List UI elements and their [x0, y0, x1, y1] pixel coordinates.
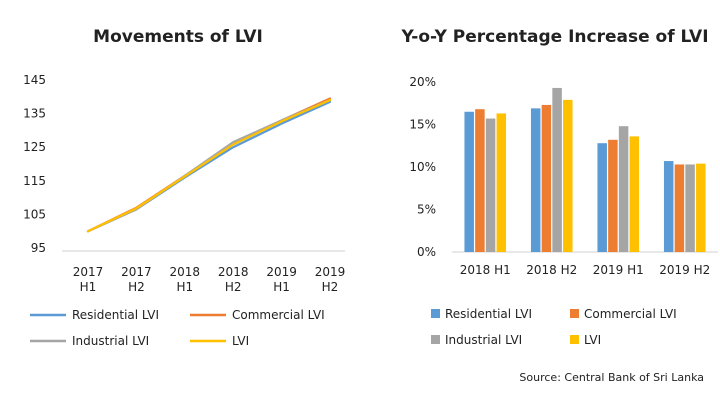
- bar-lvi: [563, 99, 573, 252]
- bar-chart-x-tick-label: 2018 H1: [460, 263, 511, 277]
- bar-chart-legend: Residential LVI Commercial LVI Industrial …: [431, 307, 677, 347]
- bar-chart-y-tick-label: 10%: [409, 160, 436, 174]
- line-chart-x-tick-label: 2019 H2: [315, 265, 346, 294]
- line-series-lvi: [86, 99, 332, 233]
- bar-legend-label: Residential LVI: [445, 307, 532, 321]
- bar-chart-y-tick-label: 15%: [409, 118, 436, 132]
- line-chart-legend: Residential LVI Commercial LVI Industrial …: [30, 308, 325, 348]
- line-series-industrial-lvi: [86, 99, 332, 233]
- bar-chart-y-tick-label: 0%: [417, 245, 436, 259]
- bar-chart-x-tick-label: 2018 H2: [526, 263, 577, 277]
- bar-legend-swatch: [431, 335, 440, 344]
- line-legend-label: Industrial LVI: [72, 334, 149, 348]
- bar-residential-lvi: [597, 143, 607, 252]
- line-chart-x-tick-label: 2017 H2: [121, 265, 152, 294]
- line-chart-x-tick-label: 2018 H1: [170, 265, 201, 294]
- bar-chart-y-axis: 0% 5% 10% 15% 20%: [409, 75, 436, 259]
- bar-lvi: [629, 136, 640, 252]
- bar-chart: Y-o-Y Percentage Increase of LVI 0% 5% 10%…: [400, 27, 718, 347]
- source-note: Source: Central Bank of Sri Lanka: [519, 371, 704, 384]
- line-chart-y-axis: 95 105 115 125 135 145: [23, 73, 46, 255]
- bar-legend-label: LVI: [584, 333, 601, 347]
- line-chart-y-tick-label: 95: [31, 241, 46, 255]
- line-chart-y-tick-label: 125: [23, 140, 46, 154]
- bar-commercial-lvi: [608, 139, 618, 252]
- bar-industrial-lvi: [485, 118, 496, 252]
- bar-chart-x-tick-label: 2019 H1: [593, 263, 644, 277]
- bar-residential-lvi: [530, 108, 541, 252]
- bar-commercial-lvi: [541, 104, 552, 252]
- bar-legend-label: Commercial LVI: [584, 307, 677, 321]
- bar-chart-y-tick-label: 20%: [409, 75, 436, 89]
- line-legend-label: Residential LVI: [72, 308, 159, 322]
- line-chart-y-tick-label: 105: [23, 207, 46, 221]
- line-legend-label: Commercial LVI: [232, 308, 325, 322]
- line-chart: Movements of LVI 95 105 115 125 135 145 2017 H…: [23, 27, 345, 348]
- bar-industrial-lvi: [552, 87, 562, 252]
- bar-commercial-lvi: [475, 109, 485, 252]
- bar-lvi: [696, 163, 706, 252]
- bar-lvi: [496, 113, 507, 252]
- line-chart-x-tick-label: 2018 H2: [218, 265, 249, 294]
- bar-industrial-lvi: [685, 164, 695, 252]
- line-chart-x-tick-label: 2019 H1: [266, 265, 297, 294]
- line-chart-y-tick-label: 135: [23, 107, 46, 121]
- line-legend-label: LVI: [232, 334, 249, 348]
- bar-legend-swatch: [431, 309, 440, 318]
- bar-legend-label: Industrial LVI: [445, 333, 522, 347]
- bar-industrial-lvi: [618, 126, 629, 252]
- bar-chart-x-tick-label: 2019 H2: [659, 263, 710, 277]
- bar-residential-lvi: [464, 111, 474, 252]
- bar-residential-lvi: [663, 161, 674, 252]
- line-chart-y-tick-label: 115: [23, 174, 46, 188]
- bar-chart-y-tick-label: 5%: [417, 203, 436, 217]
- bar-chart-bars: [464, 87, 706, 252]
- bar-chart-title: Y-o-Y Percentage Increase of LVI: [400, 27, 708, 47]
- line-chart-series: [86, 97, 332, 233]
- bar-legend-swatch: [570, 309, 579, 318]
- line-chart-x-tick-label: 2017 H1: [73, 265, 104, 294]
- bar-legend-swatch: [570, 335, 579, 344]
- bar-chart-x-axis: 2018 H1 2018 H2 2019 H1 2019 H2: [452, 251, 718, 277]
- line-series-residential-lvi: [86, 100, 332, 233]
- bar-commercial-lvi: [674, 164, 685, 252]
- line-chart-x-axis: 2017 H1 2017 H2 2018 H1 2018 H2 2019 H1 2019 H2: [62, 250, 346, 294]
- line-chart-title: Movements of LVI: [93, 27, 263, 47]
- line-chart-y-tick-label: 145: [23, 73, 46, 87]
